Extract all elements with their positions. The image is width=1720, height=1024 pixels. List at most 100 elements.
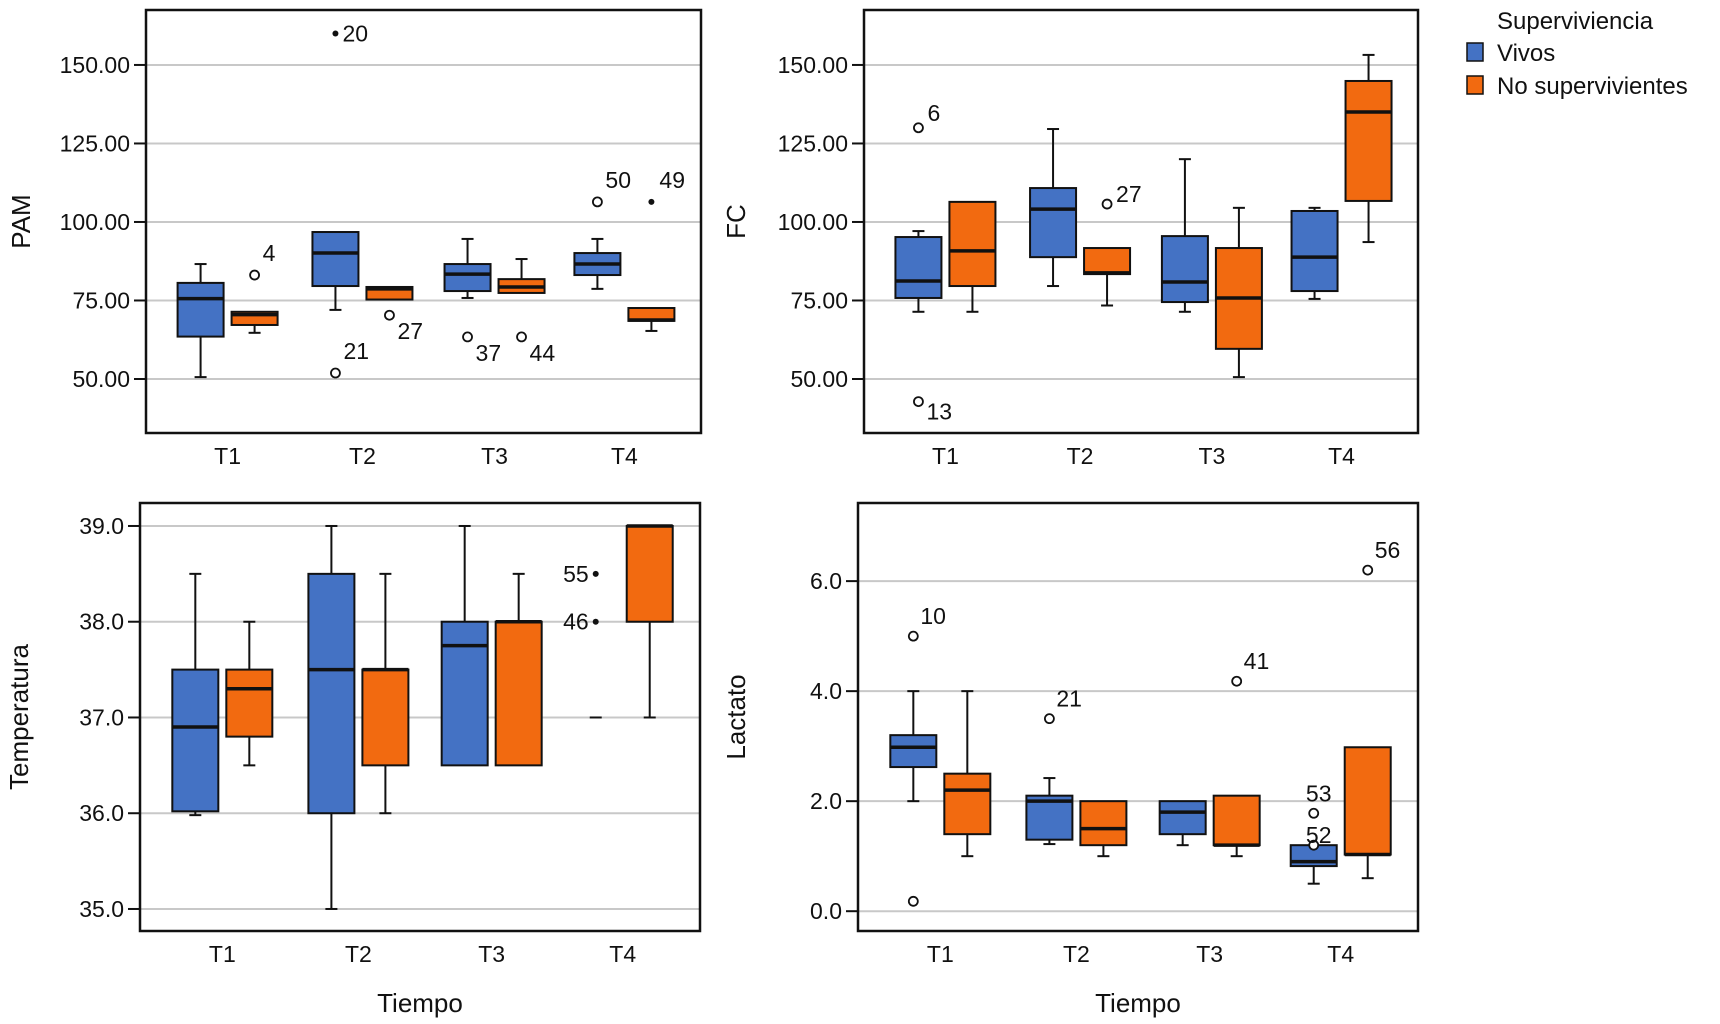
outlier-label: 49 [659,167,685,193]
box-vivos-t1 [889,690,938,803]
outlier-extreme-point [592,618,599,625]
outlier-point [1231,675,1243,687]
iqr-box [176,281,225,338]
iqr-box [889,734,938,769]
y-tick-label: 75.00 [72,287,130,313]
iqr-box [894,236,943,299]
y-tick-label: 6.0 [810,568,842,594]
iqr-box [1029,187,1078,259]
y-tick-label: 50.00 [72,366,130,392]
outlier-point [1362,564,1374,576]
iqr-box [1079,800,1128,847]
box-no-supervivientes-t4 [625,524,674,719]
outlier-label: 56 [1375,537,1401,563]
iqr-box [1025,794,1074,841]
iqr-box [440,620,489,767]
iqr-box [225,668,274,738]
outlier-point [462,331,473,343]
panel-fc: 50.00 75.00 100.00 125.00 150.00 FC T1 T2 T3 T4 6 1… [721,8,1420,469]
y-axis-title: PAM [6,194,36,248]
plot-frame [138,501,702,933]
box-vivos-t1 [171,572,220,817]
x-tick-label: T2 [1063,941,1090,967]
outlier-label: 21 [1056,686,1082,712]
box-no-supervivientes-t1 [948,200,997,313]
iqr-box [361,668,410,767]
iqr-box [1158,800,1207,836]
outlier-point [913,122,924,134]
outlier-label: 20 [342,21,368,47]
y-tick-label: 75.00 [790,287,848,313]
box-vivos-t2 [1025,777,1074,846]
outlier-label: 44 [530,340,556,366]
iqr-box [443,263,492,293]
iqr-box [1160,235,1209,304]
box-vivos-t4 [573,237,622,290]
outlier-label: 50 [605,167,631,193]
box-vivos-t4 [1289,844,1338,885]
outlier-point [1044,713,1055,725]
y-tick-label: 125.00 [60,130,130,156]
outlier-label: 6 [927,100,940,126]
panel-temperatura: 35.0 36.0 37.0 38.0 39.0 Temperatura T1 T2 T3 T4 T… [4,501,702,1018]
outlier-point [592,196,603,208]
box-no-supervivientes-t3 [1214,206,1263,379]
outlier-point [913,396,924,407]
legend-swatch-no-supervivientes [1466,75,1484,95]
y-tick-label: 50.00 [790,366,848,392]
y-tick-label: 35.0 [79,896,124,922]
box-no-supervivientes-t2 [1083,247,1132,307]
box-no-supervivientes-t1 [943,690,992,858]
y-tick-label: 150.00 [778,52,848,78]
x-tick-label: T3 [481,443,508,469]
outlier-label: 46 [563,609,589,635]
outlier-extreme-point [332,30,339,37]
y-tick-label: 39.0 [79,513,124,539]
outlier-point [1308,839,1320,851]
y-tick-label: 2.0 [810,788,842,814]
x-tick-label: T4 [1327,941,1354,967]
y-tick-label: 100.00 [60,209,130,235]
y-axis-title: Temperatura [4,643,34,789]
panel-lactato: 0.0 2.0 4.0 6.0 Lactato T1 T2 T3 T4 Tiempo 10 21 53 5… [721,501,1420,1018]
x-tick-label: T2 [349,443,376,469]
iqr-box [948,200,997,288]
y-tick-label: 150.00 [60,52,130,78]
box-no-supervivientes-t2 [1079,800,1128,858]
outlier-label: 37 [476,340,502,366]
outlier-label: 4 [263,240,276,266]
y-tick-label: 125.00 [778,130,848,156]
x-axis-title: Tiempo [1095,988,1181,1018]
box-no-supervivientes-t1 [225,620,274,767]
x-axis-title: Tiempo [377,988,463,1018]
y-tick-label: 38.0 [79,609,124,635]
box-no-supervivientes-t4 [1344,53,1393,244]
iqr-box [943,772,992,836]
x-tick-label: T4 [609,941,636,967]
outlier-label: 27 [1116,181,1142,207]
box-no-supervivientes-t4 [1343,746,1392,880]
outlier-extreme-point [592,570,599,577]
outlier-label: 55 [563,561,589,587]
y-tick-label: 4.0 [810,678,842,704]
iqr-box [494,620,543,767]
x-tick-label: T4 [1328,443,1355,469]
outlier-point [1308,807,1320,819]
outlier-label: 21 [343,338,369,364]
box-no-supervivientes-t4 [627,307,676,332]
iqr-box [1083,247,1132,276]
x-tick-label: T1 [209,941,236,967]
box-no-supervivientes-t3 [494,572,543,767]
iqr-box [1343,746,1392,856]
box-vivos-t2 [1029,128,1078,288]
x-tick-label: T2 [345,941,372,967]
box-vivos-t3 [1158,800,1207,847]
box-vivos-t3 [440,524,489,767]
outlier-point [907,895,919,907]
outlier-label: 27 [397,318,423,344]
panel-pam: 50.00 75.00 100.00 125.00 150.00 PAM T1 T2 T3 T4 2… [6,8,703,469]
box-vivos-t1 [176,263,225,379]
box-vivos-t1 [894,230,943,313]
box-no-supervivientes-t2 [361,572,410,815]
legend-label-no-supervivientes: No supervivientes [1497,73,1688,100]
